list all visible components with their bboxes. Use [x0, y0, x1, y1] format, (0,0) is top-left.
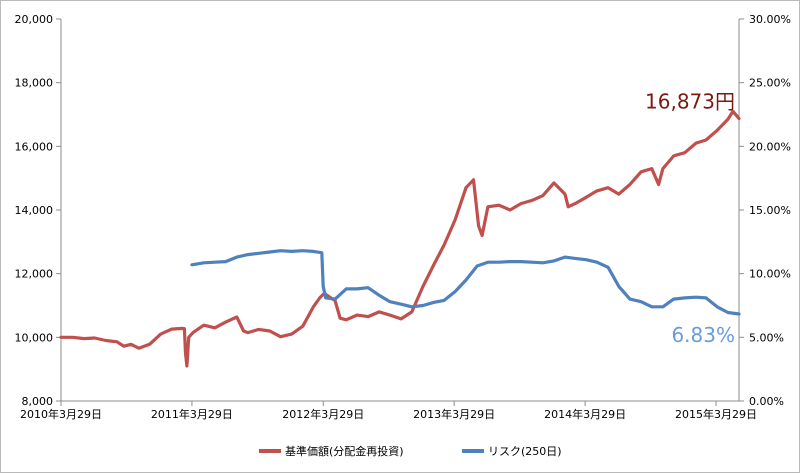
legend-label-risk: リスク(250日) [488, 445, 562, 458]
x-tick-label: 2012年3月29日 [282, 407, 364, 421]
right-y-axis-ticks: 0.00% 5.00% 10.00% 15.00% 20.00% 25.00% 30.00% [739, 13, 791, 408]
legend-label-nav: 基準価額(分配金再投資) [285, 444, 404, 458]
x-axis-ticks: 2010年3月29日 2011年3月29日 2012年3月29日 2013年3月29日… [20, 401, 757, 421]
x-tick-label: 2015年3月29日 [675, 407, 757, 421]
legend: 基準価額(分配金再投資) リスク(250日) [259, 444, 562, 458]
right-y-tick-label: 15.00% [749, 204, 791, 217]
left-y-tick-label: 8,000 [22, 395, 54, 408]
left-y-tick-label: 18,000 [15, 77, 54, 90]
left-y-tick-label: 10,000 [15, 331, 54, 344]
right-y-tick-label: 0.00% [749, 395, 784, 408]
right-y-tick-label: 25.00% [749, 77, 791, 90]
right-y-tick-label: 10.00% [749, 268, 791, 281]
left-y-tick-label: 12,000 [15, 268, 54, 281]
series-line-nav [59, 109, 741, 368]
series-line-risk [190, 249, 741, 316]
annotation-layer: 16,873円 6.83% [645, 90, 735, 347]
nav-end-value-label: 16,873円 [645, 90, 735, 114]
left-y-tick-label: 14,000 [15, 204, 54, 217]
risk-end-value-label: 6.83% [671, 323, 735, 347]
x-tick-label: 2010年3月29日 [20, 407, 102, 421]
right-y-tick-label: 30.00% [749, 13, 791, 26]
left-y-tick-label: 16,000 [15, 140, 54, 153]
x-tick-label: 2011年3月29日 [151, 407, 233, 421]
x-tick-label: 2013年3月29日 [413, 407, 495, 421]
axes [60, 19, 740, 402]
series-layer [59, 109, 741, 368]
x-tick-label: 2014年3月29日 [544, 407, 626, 421]
right-y-tick-label: 5.00% [749, 331, 784, 344]
left-y-axis-ticks: 8,000 10,000 12,000 14,000 16,000 18,000 20,00… [15, 13, 61, 408]
right-y-tick-label: 20.00% [749, 140, 791, 153]
left-y-tick-label: 20,000 [15, 13, 54, 26]
